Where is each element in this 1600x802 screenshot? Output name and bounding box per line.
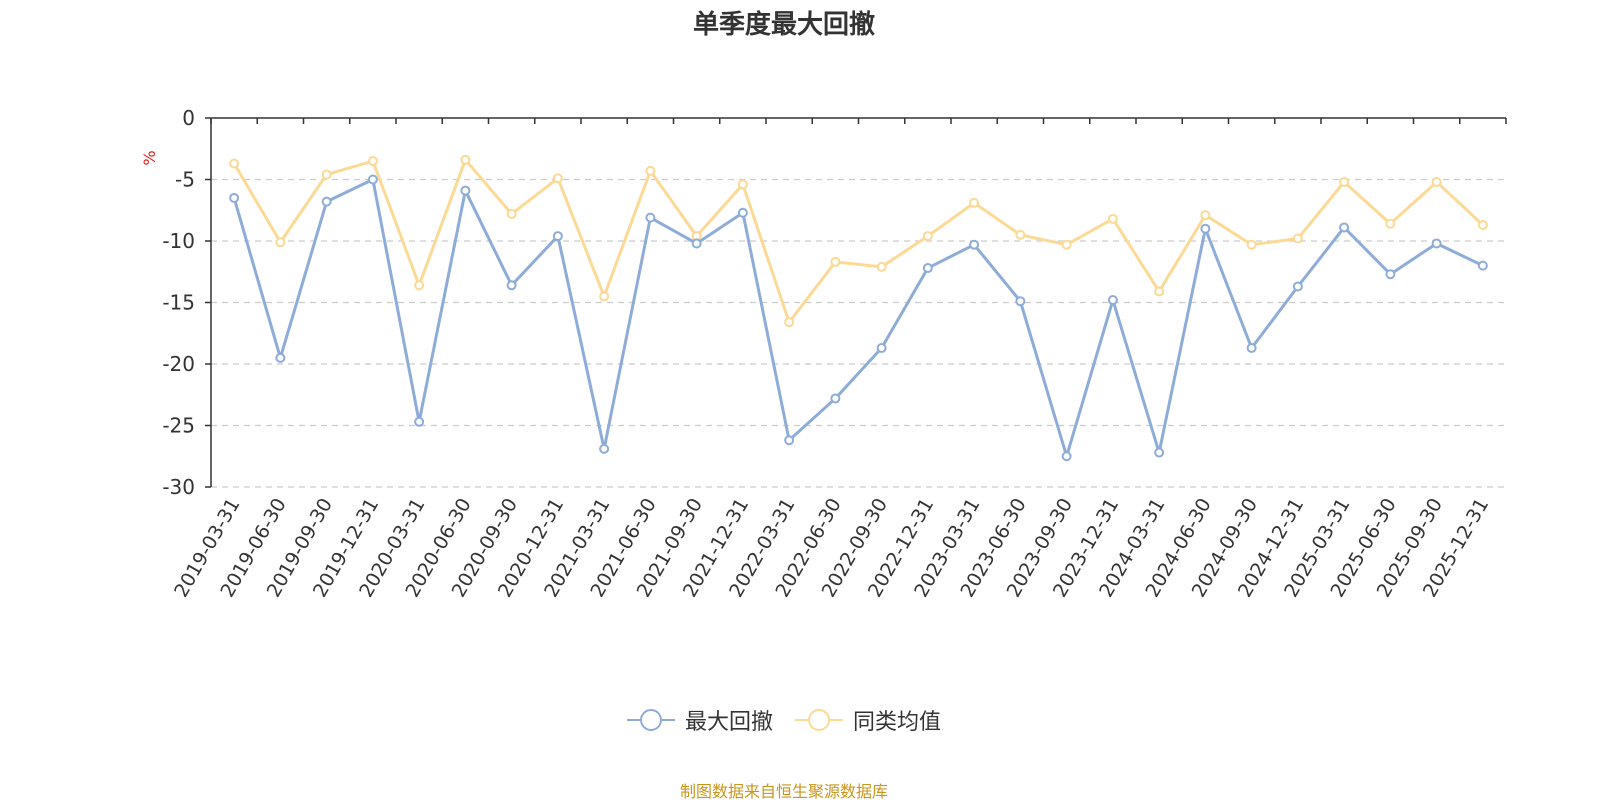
data-point-peer-average — [830, 256, 841, 267]
data-point-peer-average — [1061, 239, 1072, 250]
line-chart: 0-5-10-15-20-25-30%2019-03-312019-06-302… — [140, 106, 1507, 601]
data-point-peer-average — [1200, 210, 1211, 221]
data-point-max-drawdown — [321, 196, 332, 207]
data-point-peer-average — [552, 173, 563, 184]
data-point-peer-average — [321, 169, 332, 180]
data-point-peer-average — [876, 261, 887, 272]
data-point-max-drawdown — [1339, 222, 1350, 233]
legend-label-peer-average: 同类均值 — [853, 710, 942, 735]
data-point-peer-average — [645, 165, 656, 176]
y-tick-label: -25 — [162, 414, 195, 438]
data-point-peer-average — [1431, 176, 1442, 187]
data-point-peer-average — [969, 197, 980, 208]
data-point-peer-average — [414, 280, 425, 291]
data-point-peer-average — [367, 156, 378, 167]
data-point-peer-average — [460, 154, 471, 165]
data-point-peer-average — [599, 291, 610, 302]
data-point-max-drawdown — [1477, 260, 1488, 271]
y-tick-label: -15 — [162, 291, 195, 315]
data-point-max-drawdown — [414, 416, 425, 427]
data-point-max-drawdown — [367, 174, 378, 185]
data-point-peer-average — [737, 179, 748, 190]
data-point-max-drawdown — [1154, 447, 1165, 458]
data-point-peer-average — [229, 158, 240, 169]
data-point-max-drawdown — [460, 185, 471, 196]
y-axis-unit-label: % — [140, 150, 159, 165]
data-point-max-drawdown — [506, 280, 517, 291]
data-point-peer-average — [275, 237, 286, 248]
data-point-max-drawdown — [599, 443, 610, 454]
legend-label-max-drawdown: 最大回撤 — [684, 710, 773, 735]
data-point-max-drawdown — [1292, 281, 1303, 292]
legend-marker-max-drawdown-icon — [626, 709, 675, 731]
data-point-max-drawdown — [969, 239, 980, 250]
data-point-max-drawdown — [830, 393, 841, 404]
data-point-peer-average — [1154, 286, 1165, 297]
y-tick-label: -5 — [175, 168, 195, 192]
data-point-max-drawdown — [737, 207, 748, 218]
data-point-max-drawdown — [691, 238, 702, 249]
data-point-max-drawdown — [1200, 223, 1211, 234]
data-point-max-drawdown — [1246, 343, 1257, 354]
data-point-max-drawdown — [1385, 269, 1396, 280]
data-point-max-drawdown — [1107, 295, 1118, 306]
data-point-max-drawdown — [922, 263, 933, 274]
data-point-max-drawdown — [876, 343, 887, 354]
data-point-max-drawdown — [1431, 238, 1442, 249]
data-point-peer-average — [1246, 239, 1257, 250]
series-line-peer-average — [232, 158, 1484, 324]
legend: 最大回撤 同类均值 — [0, 704, 1568, 736]
data-point-max-drawdown — [552, 231, 563, 242]
data-point-peer-average — [922, 231, 933, 242]
data-point-max-drawdown — [1015, 296, 1026, 307]
data-point-peer-average — [1385, 218, 1396, 229]
data-point-max-drawdown — [275, 352, 286, 363]
data-point-peer-average — [1292, 233, 1303, 244]
legend-item-max-drawdown[interactable]: 最大回撤 — [626, 704, 773, 736]
data-point-peer-average — [784, 317, 795, 328]
data-point-max-drawdown — [1061, 451, 1072, 462]
y-tick-label: 0 — [182, 106, 195, 130]
data-point-max-drawdown — [645, 212, 656, 223]
y-tick-label: -30 — [162, 475, 195, 499]
data-point-max-drawdown — [229, 192, 240, 203]
data-point-max-drawdown — [784, 435, 795, 446]
legend-item-peer-average[interactable]: 同类均值 — [795, 704, 941, 736]
data-point-peer-average — [506, 208, 517, 219]
data-point-peer-average — [1107, 213, 1118, 224]
data-point-peer-average — [1477, 220, 1488, 231]
legend-marker-peer-average-icon — [795, 709, 843, 731]
data-source-note: 制图数据来自恒生聚源数据库 — [679, 782, 888, 801]
series-line-max-drawdown — [232, 178, 1484, 458]
chart-title: 单季度最大回撤 — [692, 10, 875, 40]
y-tick-label: -20 — [162, 352, 195, 376]
data-point-peer-average — [1015, 229, 1026, 240]
y-tick-label: -10 — [162, 229, 195, 253]
data-point-peer-average — [1339, 176, 1350, 187]
